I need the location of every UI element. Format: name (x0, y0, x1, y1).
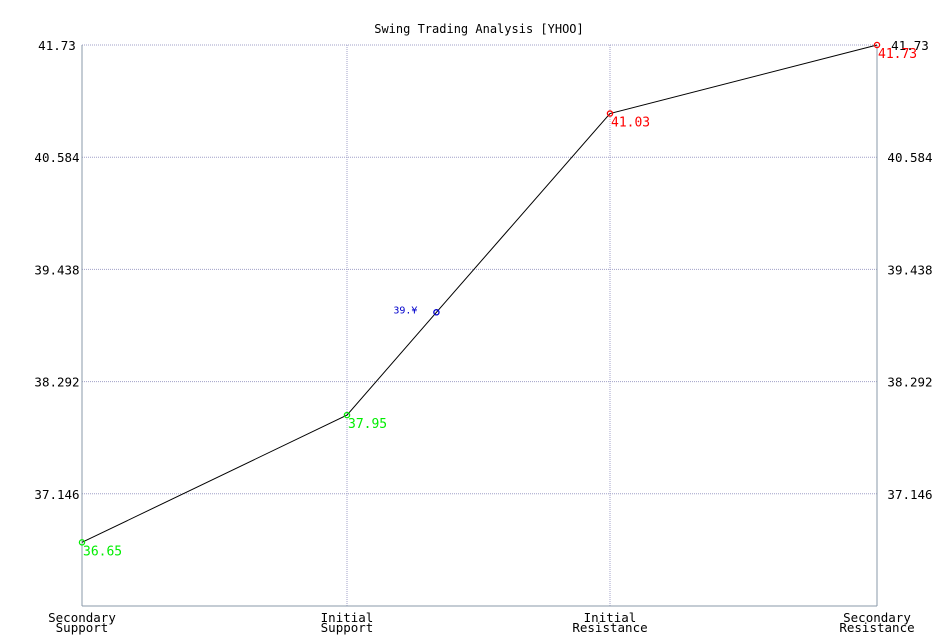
y-tick-label: 38.292 (34, 375, 79, 390)
x-tick-label: Secondary Support (48, 610, 116, 635)
data-label: 37.95 (348, 417, 387, 432)
axes (81, 45, 878, 607)
y-tick-label: 40.584 (887, 150, 932, 165)
y-tick-label: 41.73 (891, 38, 929, 53)
y-tick-label: 40.584 (34, 150, 79, 165)
y-tick-label: 37.146 (887, 487, 932, 502)
x-tick-label: Initial Resistance (572, 610, 647, 635)
y-tick-label: 37.146 (34, 487, 79, 502)
data-point (433, 309, 440, 316)
y-tick-labels-right: 41.73 40.584 39.438 38.292 37.146 (887, 38, 932, 502)
chart-title: Swing Trading Analysis [YHOO] (374, 22, 584, 36)
data-point (606, 110, 614, 117)
x-tick-label: Initial Support (321, 610, 374, 635)
y-tick-label: 39.438 (34, 262, 79, 277)
y-tick-labels-left: 41.73 40.584 39.438 38.292 37.146 (34, 38, 79, 502)
data-point (78, 539, 86, 546)
data-point (873, 41, 881, 49)
data-point (343, 411, 351, 419)
y-tick-label: 39.438 (887, 262, 932, 277)
y-tick-label: 41.73 (38, 38, 76, 53)
x-tick-labels: Secondary Support Initial Support Initial Res… (48, 610, 915, 635)
series-line (81, 44, 878, 543)
data-label: 41.73 (878, 47, 917, 62)
y-tick-label: 38.292 (887, 375, 932, 390)
data-label: 41.03 (611, 116, 650, 131)
data-label: 36.65 (83, 544, 122, 559)
data-labels: 36.65 37.95 39.¥ 41.03 41.73 (83, 47, 917, 559)
x-tick-label: Secondary Resistance (839, 610, 914, 635)
price-series (78, 41, 881, 546)
data-label: 39.¥ (393, 305, 417, 316)
grid (82, 44, 877, 606)
